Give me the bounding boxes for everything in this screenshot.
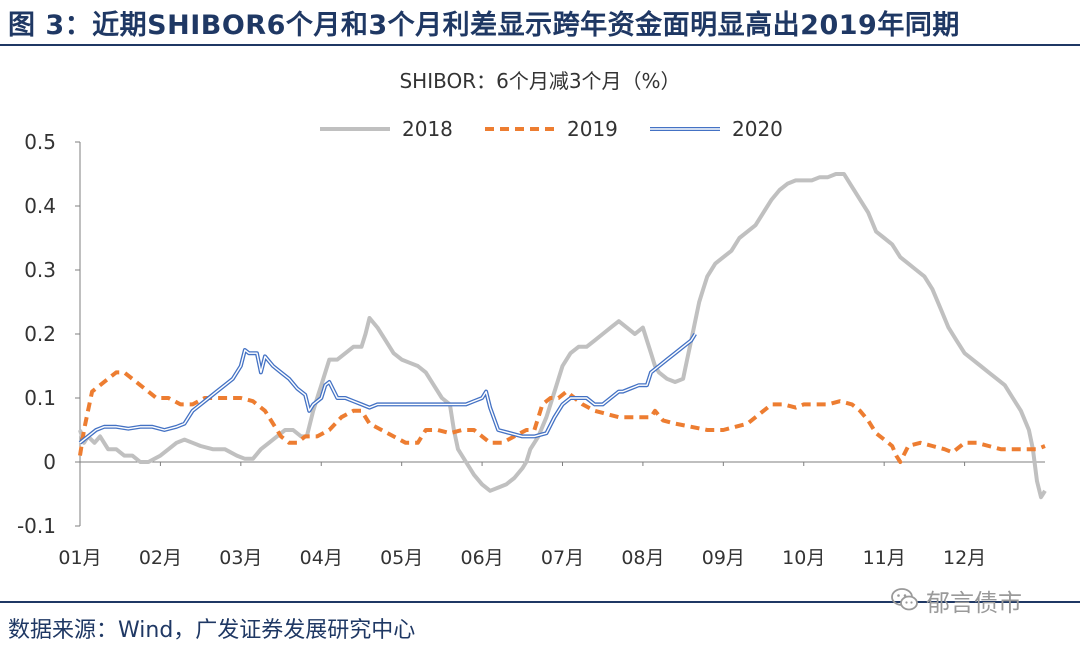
y-tick-label: 0.2 bbox=[24, 322, 56, 346]
x-tick-label: 08月 bbox=[621, 547, 664, 569]
watermark-text: 郁言债市 bbox=[926, 588, 1022, 617]
x-tick-label: 05月 bbox=[380, 547, 423, 569]
chart-series bbox=[78, 172, 1047, 500]
series-line-2020-inner bbox=[79, 333, 696, 444]
y-tick-label: 0.4 bbox=[24, 194, 56, 218]
x-tick-label: 12月 bbox=[943, 547, 986, 569]
x-tick-label: 07月 bbox=[541, 547, 584, 569]
legend-label-2018: 2018 bbox=[402, 117, 453, 141]
chart-title: SHIBOR：6个月减3个月（%） bbox=[399, 69, 680, 93]
chart-axes: -0.1 0 0.1 0.2 0.3 0.4 0.5 01月 02月 03月 04月 05月 06月 07… bbox=[17, 130, 1045, 569]
watermark: 郁言债市 bbox=[890, 582, 1022, 618]
x-tick-label: 03月 bbox=[219, 547, 262, 569]
title-divider bbox=[0, 44, 1080, 46]
chart-legend: 2018 2019 2020 bbox=[320, 117, 783, 141]
y-tick-label: 0 bbox=[43, 450, 56, 474]
figure-title: 图 3：近期SHIBOR6个月和3个月利差显示跨年资金面明显高出2019年同期 bbox=[8, 10, 960, 41]
y-tick-label: 0.3 bbox=[24, 258, 56, 282]
footer-divider bbox=[0, 601, 1080, 603]
x-tick-label: 06月 bbox=[460, 547, 503, 569]
legend-label-2020: 2020 bbox=[732, 117, 783, 141]
x-tick-label: 11月 bbox=[863, 547, 906, 569]
series-line-2018 bbox=[78, 172, 1047, 500]
x-tick-label: 10月 bbox=[782, 547, 825, 569]
y-tick-label: -0.1 bbox=[17, 514, 56, 538]
wechat-icon bbox=[891, 588, 918, 611]
y-tick-label: 0.5 bbox=[24, 130, 56, 154]
x-tick-label: 04月 bbox=[300, 547, 343, 569]
series-line-2020-outer bbox=[78, 332, 697, 445]
source-note: 数据来源：Wind，广发证券发展研究中心 bbox=[8, 618, 416, 643]
x-tick-label: 01月 bbox=[58, 547, 101, 569]
x-tick-label: 02月 bbox=[139, 547, 182, 569]
y-tick-label: 0.1 bbox=[24, 386, 56, 410]
x-tick-label: 09月 bbox=[702, 547, 745, 569]
line-chart: SHIBOR：6个月减3个月（%） 2018 2019 2020 -0.1 0 0.1 0… bbox=[17, 69, 1047, 569]
legend-label-2019: 2019 bbox=[567, 117, 618, 141]
